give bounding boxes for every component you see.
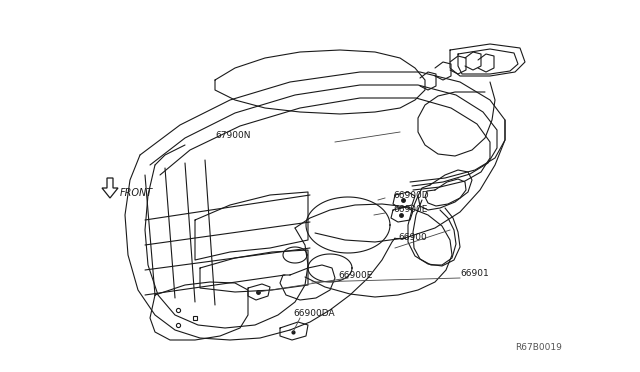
Text: 66900: 66900 — [398, 232, 427, 241]
Text: 66900E: 66900E — [338, 270, 372, 279]
Text: 66900E: 66900E — [393, 205, 428, 215]
Text: 66900D: 66900D — [393, 190, 429, 199]
Text: R67B0019: R67B0019 — [515, 343, 562, 352]
Text: FRONT: FRONT — [120, 188, 153, 198]
Text: 67900N: 67900N — [215, 131, 250, 140]
Text: 66901: 66901 — [460, 269, 489, 279]
Text: 66900DA: 66900DA — [293, 310, 335, 318]
